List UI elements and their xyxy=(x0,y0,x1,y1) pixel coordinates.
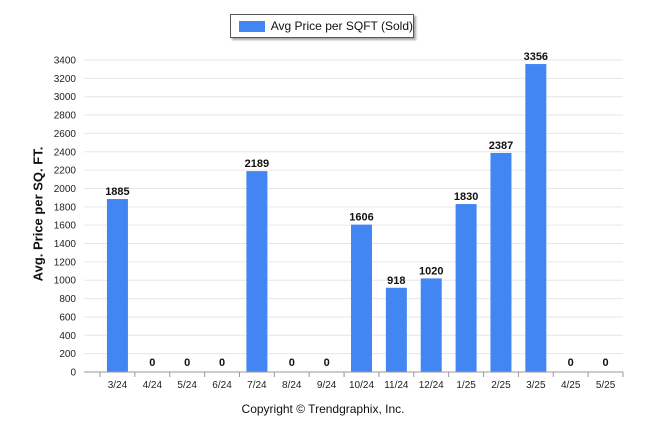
x-tick-label: 3/24 xyxy=(108,380,128,391)
x-tick-label: 5/24 xyxy=(177,380,197,391)
data-label: 0 xyxy=(149,357,155,369)
x-tick-label: 4/24 xyxy=(143,380,163,391)
data-label: 1606 xyxy=(349,212,373,224)
y-tick-label: 2600 xyxy=(54,129,77,140)
y-tick-label: 2200 xyxy=(54,166,77,177)
data-label: 0 xyxy=(603,357,609,369)
bars xyxy=(106,64,547,372)
y-tick-label: 3200 xyxy=(54,74,77,85)
x-tick-label: 7/24 xyxy=(247,380,267,391)
x-tick-label: 10/24 xyxy=(349,380,374,391)
y-axis-ticks: 0 200 400 600 800 1000 1200 1400 1600 1800 2000 220… xyxy=(54,56,77,379)
data-labels: 1885 0 0 0 2189 0 0 1606 918 1020 1830 2387 3356 0 0 xyxy=(105,51,608,369)
bar xyxy=(455,204,477,372)
data-label: 0 xyxy=(289,357,295,369)
legend-swatch xyxy=(239,20,265,32)
x-axis-ticks: 3/24 4/24 5/24 6/24 7/24 8/24 9/24 10/24 11/24 12… xyxy=(99,372,624,391)
x-tick-label: 1/25 xyxy=(456,380,476,391)
x-tick-label: 8/24 xyxy=(282,380,302,391)
x-tick-label: 9/24 xyxy=(317,380,337,391)
x-tick-label: 11/24 xyxy=(384,380,409,391)
data-label: 1830 xyxy=(454,191,478,203)
y-tick-label: 400 xyxy=(59,331,76,342)
data-label: 2189 xyxy=(245,158,269,170)
x-tick-label: 12/24 xyxy=(419,380,444,391)
data-label: 0 xyxy=(184,357,190,369)
copyright-text: Copyright © Trendgraphix, Inc. xyxy=(241,402,405,416)
bar xyxy=(420,278,442,372)
y-tick-label: 1600 xyxy=(54,221,77,232)
y-tick-label: 3000 xyxy=(54,92,77,103)
bar xyxy=(385,287,407,372)
y-tick-label: 0 xyxy=(70,368,76,379)
legend[interactable]: Avg Price per SQFT (Sold) xyxy=(230,14,414,38)
y-tick-label: 1200 xyxy=(54,257,77,268)
y-tick-label: 600 xyxy=(59,312,76,323)
y-tick-label: 2800 xyxy=(54,111,77,122)
bar xyxy=(106,199,128,372)
bar xyxy=(351,224,372,372)
y-tick-label: 3400 xyxy=(54,56,77,67)
y-tick-label: 2400 xyxy=(54,147,77,158)
y-tick-label: 200 xyxy=(59,349,76,360)
data-label: 3356 xyxy=(524,51,548,63)
x-tick-label: 2/25 xyxy=(491,380,511,391)
x-tick-label: 4/25 xyxy=(561,380,581,391)
bar xyxy=(525,64,547,372)
x-tick-label: 6/24 xyxy=(212,380,232,391)
y-tick-label: 800 xyxy=(59,294,76,305)
data-label: 2387 xyxy=(489,140,513,152)
x-tick-label: 3/25 xyxy=(526,380,546,391)
data-label: 0 xyxy=(568,357,574,369)
bar xyxy=(246,171,268,372)
y-tick-label: 1000 xyxy=(54,276,77,287)
y-axis-title: Avg. Price per SQ. FT. xyxy=(30,146,46,282)
data-label: 1020 xyxy=(419,265,443,277)
x-tick-label: 5/25 xyxy=(596,380,616,391)
data-label: 0 xyxy=(324,357,330,369)
data-label: 0 xyxy=(219,357,225,369)
y-tick-label: 1800 xyxy=(54,202,77,213)
y-tick-label: 2000 xyxy=(54,184,77,195)
y-tick-label: 1400 xyxy=(54,239,77,250)
legend-label: Avg Price per SQFT (Sold) xyxy=(270,19,413,33)
data-label: 1885 xyxy=(105,186,129,198)
bar xyxy=(490,152,512,372)
data-label: 918 xyxy=(387,275,405,287)
